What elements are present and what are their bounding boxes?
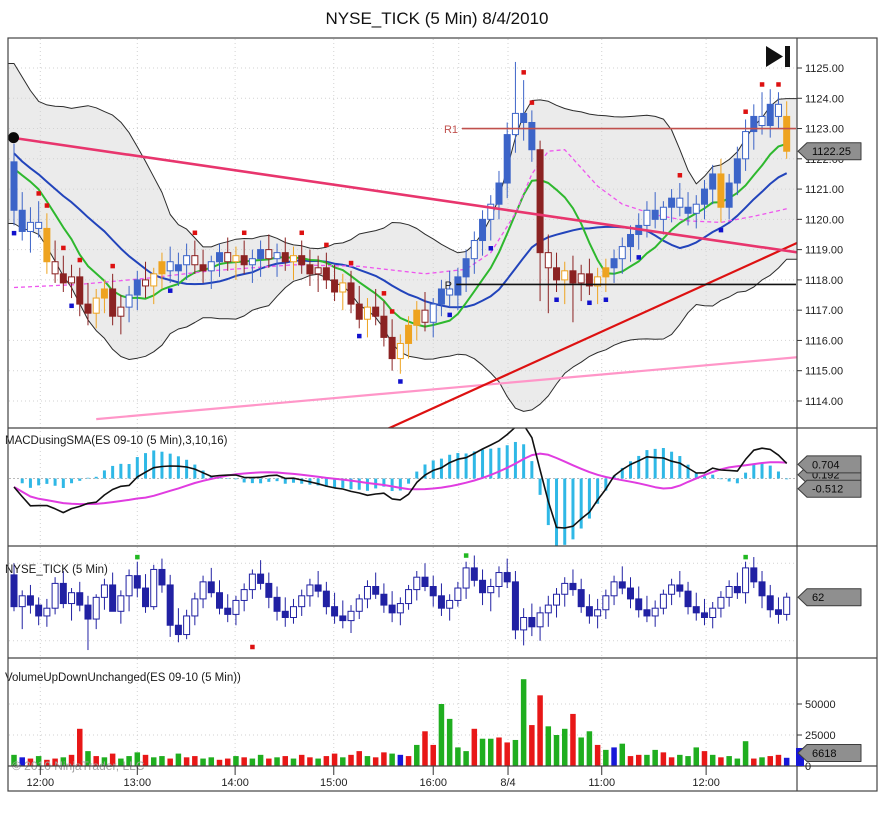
band-layer: [8, 63, 797, 412]
candles-main: [10, 61, 791, 374]
pivot-label: P: [445, 280, 452, 292]
price-tick-label: 1114.00: [805, 396, 843, 408]
price-tick-label: 1120.00: [805, 214, 844, 226]
time-tick-label: 16:00: [419, 777, 447, 789]
macd-panel[interactable]: [13, 425, 789, 548]
svg-text:62: 62: [812, 592, 824, 604]
tick-panel[interactable]: [10, 553, 791, 651]
price-tick-label: 1121.00: [805, 184, 844, 196]
svg-text:0.704: 0.704: [812, 459, 840, 471]
moving-averages: [13, 142, 788, 328]
trendlines: [8, 132, 797, 428]
candles-tick: [10, 555, 791, 651]
time-axis[interactable]: 12:00 13:00 14:00 15:00 16:00 8/4 11:00 12:00: [27, 766, 720, 790]
skip-to-end-icon[interactable]: [766, 46, 790, 67]
time-tick-label: 12:00: [692, 777, 720, 789]
forming-volume-bar: [796, 748, 804, 766]
time-tick-label: 15:00: [320, 777, 348, 789]
r1-label: R1: [444, 124, 458, 136]
support-resistance: [456, 127, 796, 286]
price-tick-label: 1123.00: [805, 124, 844, 136]
signal-markers: [11, 70, 781, 384]
price-tick-label: 1116.00: [805, 335, 843, 347]
macd-lines: [13, 428, 788, 529]
price-tick-label: 1117.00: [805, 305, 843, 317]
tick-markers: [135, 553, 748, 650]
svg-text:-0.512: -0.512: [812, 484, 843, 496]
macd-avg-tag: 0.704: [797, 455, 862, 474]
volume-tick-label: 50000: [805, 699, 836, 711]
volume-panel-label: VolumeUpDownUnchanged(ES 09-10 (5 Min)): [5, 672, 241, 684]
time-tick-label: 13:00: [124, 777, 152, 789]
time-tick-label: 14:00: [221, 777, 249, 789]
time-tick-label: 8/4: [500, 777, 515, 789]
macd-panel-label: MACDusingSMA(ES 09-10 (5 Min),3,10,16): [5, 435, 228, 447]
volume-bars: [11, 679, 790, 766]
svg-text:6618: 6618: [812, 748, 836, 760]
time-tick-label: 11:00: [588, 777, 615, 789]
price-tick-label: 1118.00: [805, 275, 843, 287]
chart-title: NYSE_TICK (5 Min) 8/4/2010: [326, 9, 549, 28]
volume-value-tag: 6618: [797, 744, 862, 762]
volume-tick-label: 0: [805, 761, 811, 773]
svg-text:1122.25: 1122.25: [812, 146, 851, 158]
price-tick-label: 1119.00: [805, 245, 843, 257]
main-panel[interactable]: [8, 61, 799, 434]
price-tick-label: 1115.00: [805, 366, 843, 378]
macd-diff-tag: -0.512: [797, 479, 862, 498]
price-tick-label: 1125.00: [805, 63, 844, 75]
price-axis[interactable]: 1125.001124.001123.001122.001121.001120.…: [797, 63, 844, 773]
tick-panel-label: NYSE_TICK (5 Min): [5, 564, 108, 576]
grid-layer: [9, 39, 796, 765]
macd-histogram: [20, 441, 789, 546]
time-tick-label: 12:00: [27, 777, 55, 789]
volume-panel[interactable]: [11, 679, 790, 766]
volume-tick-label: 25000: [805, 730, 836, 742]
price-tick-label: 1124.00: [805, 93, 844, 105]
tick-value-tag: 62: [797, 588, 862, 607]
last-price-tag: 1122.25: [797, 142, 862, 161]
frame: [7, 37, 878, 792]
